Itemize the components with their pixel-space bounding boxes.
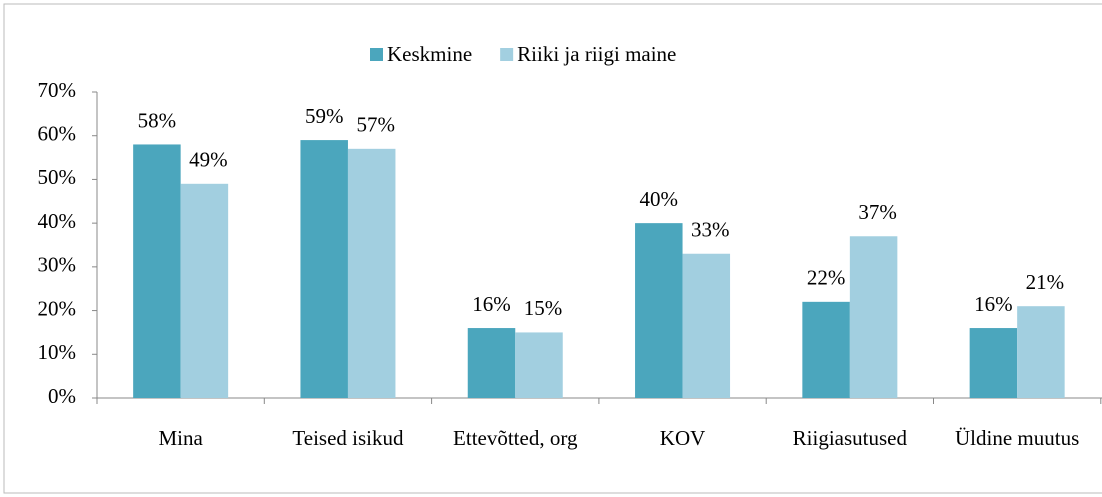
bar [635,223,683,398]
value-label: 16% [974,292,1013,316]
y-tick-label: 50% [38,165,77,189]
bar [515,332,563,398]
value-label: 49% [189,148,228,172]
value-label: 37% [858,200,897,224]
value-label: 33% [691,218,730,242]
y-tick-label: 10% [38,340,77,364]
y-tick-label: 30% [38,253,77,277]
value-label: 15% [524,296,563,320]
bar [1017,306,1065,398]
x-tick-label: Ettevõtted, org [453,426,578,450]
bar [347,148,396,398]
x-tick-label: Mina [158,426,203,450]
legend-label: Keskmine [387,42,472,66]
x-tick-label: KOV [660,426,706,450]
value-label: 57% [356,113,395,137]
legend-swatch [370,48,383,61]
x-tick-label: Teised isikud [292,426,404,450]
bar [849,236,898,398]
legend-swatch [500,48,514,61]
x-tick-label: Üldine muutus [955,426,1079,450]
y-tick-label: 20% [38,296,77,320]
bar [802,301,850,398]
value-label: 22% [807,266,846,290]
value-label: 16% [472,292,511,316]
y-tick-label: 60% [38,122,77,146]
y-tick-label: 70% [38,78,77,102]
bar [300,140,348,399]
value-label: 40% [640,187,679,211]
bar [467,328,516,398]
bar [180,183,229,398]
value-label: 21% [1026,270,1065,294]
y-tick-label: 0% [48,384,76,408]
value-label: 59% [305,104,344,128]
value-label: 58% [138,108,177,132]
legend-label: Riiki ja riigi maine [517,42,676,66]
bar [682,253,731,398]
bar [969,328,1018,398]
y-tick-label: 40% [38,209,77,233]
x-tick-label: Riigiasutused [793,426,908,450]
bar [133,144,181,398]
